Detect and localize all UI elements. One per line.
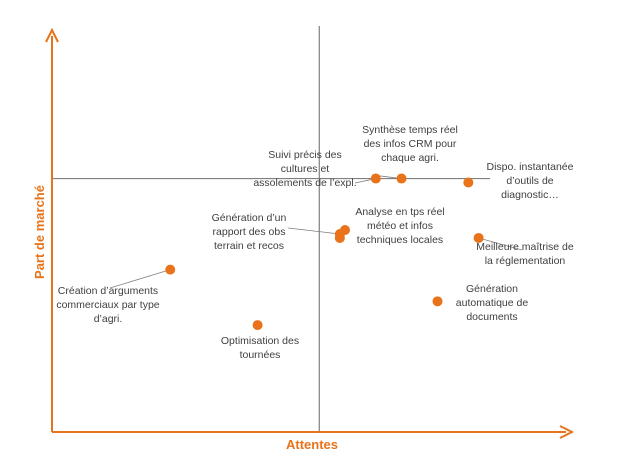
data-point [165, 264, 176, 275]
data-point [432, 296, 443, 307]
point-label: météo et infos [367, 220, 433, 232]
point-label: Génération [466, 283, 518, 295]
leader-line [287, 227, 340, 235]
point-label: Génération d’un [212, 212, 287, 224]
data-point [339, 225, 350, 236]
y-axis-label: Part de marché [32, 185, 47, 279]
data-point [370, 173, 381, 184]
data-points [165, 173, 484, 331]
point-label: Suivi précis des [268, 149, 342, 161]
point-label: cultures et [281, 163, 330, 175]
data-point [473, 232, 484, 243]
point-label: tournées [240, 349, 281, 361]
point-label: commerciaux par type [56, 299, 159, 311]
point-label: assolements de l’expl. [253, 177, 356, 189]
point-label: Optimisation des [221, 335, 299, 347]
data-point [334, 232, 345, 243]
point-label: documents [466, 311, 517, 323]
point-label: chaque agri. [381, 152, 439, 164]
point-label: Meilleure maîtrise de [476, 241, 574, 253]
point-label: techniques locales [357, 234, 443, 246]
point-label: rapport des obs [213, 226, 286, 238]
point-label: terrain et recos [214, 240, 284, 252]
point-label: Création d’arguments [58, 285, 158, 297]
data-point [396, 173, 407, 184]
y-axis-arrow [45, 27, 59, 43]
x-axis-arrow [559, 425, 575, 439]
point-label: Analyse en tps réel [355, 206, 444, 218]
point-label: des infos CRM pour [364, 138, 457, 150]
leader-line [478, 237, 523, 251]
point-label: automatique de [456, 297, 529, 309]
point-label: Synthèse temps réel [362, 124, 458, 136]
leader-line [109, 269, 171, 289]
point-label: la réglementation [485, 255, 566, 267]
point-label: diagnostic… [501, 189, 559, 201]
x-axis-label: Attentes [286, 437, 338, 452]
point-label: d’outils de [506, 175, 553, 187]
point-labels: Création d’arguments commerciaux par type… [56, 124, 574, 361]
data-point [463, 177, 474, 188]
point-label: Dispo. instantanée [487, 161, 574, 173]
data-point [252, 320, 263, 331]
point-label: d’agri. [94, 313, 123, 325]
